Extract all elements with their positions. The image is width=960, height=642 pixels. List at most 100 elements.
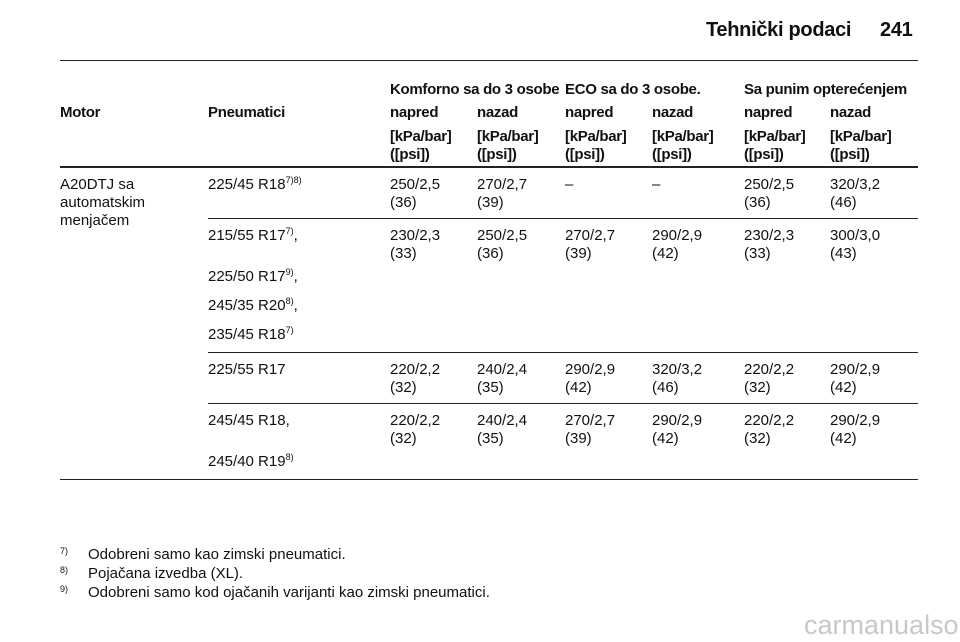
tire-suffix: , [293,227,298,244]
pressure: (36) [390,194,417,211]
column-header: nazad [477,104,519,121]
row-rule [208,403,918,404]
group-header: ECO sa do 3 osobe. [565,81,701,98]
pressure: (46) [830,194,857,211]
pressure: 290/2,9 [830,412,881,429]
pressure: 230/2,3 [390,227,441,244]
pressure: 270/2,7 [565,412,616,429]
pressure: 290/2,9 [652,412,703,429]
column-header: napred [390,104,439,121]
footnote: Odobreni samo kao zimski pneumatici. [88,546,346,563]
tire-note: 7) [285,226,294,236]
pressure: 270/2,7 [565,227,616,244]
tire-suffix: , [293,268,298,285]
row-rule [208,218,918,219]
footnote-mark: 7) [60,546,69,556]
tire-note: 7)8) [285,175,302,185]
pressure: (43) [830,245,857,262]
tire-note: 8) [285,296,294,306]
column-header: napred [565,104,614,121]
pressure: (42) [652,430,679,447]
pressure: – [565,176,574,193]
pressure: 290/2,9 [830,361,881,378]
footnote: Odobreni samo kod ojačanih varijanti kao… [88,584,490,601]
unit: [kPa/bar] [390,128,452,145]
tire: 245/45 R18, [208,412,290,429]
pressure: (36) [477,245,504,262]
pressure: 220/2,2 [744,412,795,429]
tire: 225/45 R187)8) [208,175,302,194]
tire-suffix: , [293,297,298,314]
pressure: 270/2,7 [477,176,528,193]
pressure: (46) [652,379,679,396]
row-rule [208,352,918,353]
unit: ([psi]) [830,146,870,163]
pressure: 250/2,5 [390,176,441,193]
unit: [kPa/bar] [565,128,627,145]
watermark: carmanualsonline.info [804,610,960,640]
table-head-rule [60,166,918,168]
column-header: Motor [60,104,101,121]
pressure: (39) [565,245,592,262]
row-rule [60,479,918,480]
pressure: (33) [390,245,417,262]
pressure: (42) [565,379,592,396]
group-header: Komforno sa do 3 osobe [390,81,560,98]
pressure: (32) [744,379,771,396]
tire: 245/40 R198) [208,452,294,471]
tire-note: 7) [285,325,294,335]
pressure: 240/2,4 [477,412,528,429]
column-header: napred [744,104,793,121]
unit: ([psi]) [652,146,692,163]
tire: 245/35 R208), [208,296,298,315]
pressure: (36) [744,194,771,211]
unit: [kPa/bar] [744,128,806,145]
column-header: nazad [652,104,694,121]
pressure: (39) [565,430,592,447]
pressure: (32) [390,379,417,396]
tire-note: 8) [285,452,294,462]
pressure: 220/2,2 [390,412,441,429]
tire: 235/45 R187) [208,325,294,344]
pressure: (32) [390,430,417,447]
pressure: 320/3,2 [830,176,881,193]
column-header: nazad [830,104,872,121]
pressure: 300/3,0 [830,227,881,244]
pressure: 290/2,9 [565,361,616,378]
unit: ([psi]) [477,146,517,163]
pressure: (33) [744,245,771,262]
footnote-mark: 9) [60,584,69,594]
pressure: 240/2,4 [477,361,528,378]
tire: 225/55 R17 [208,361,286,378]
unit: [kPa/bar] [477,128,539,145]
pressure: 220/2,2 [390,361,441,378]
page-title: Tehnički podaci [706,19,852,41]
page-number: 241 [880,19,913,41]
footnote: Pojačana izvedba (XL). [88,565,244,582]
unit: ([psi]) [744,146,784,163]
unit: ([psi]) [565,146,605,163]
pressure: 230/2,3 [744,227,795,244]
pressure: (39) [477,194,504,211]
pressure: (32) [744,430,771,447]
pressure: (42) [830,430,857,447]
pressure: 250/2,5 [744,176,795,193]
header-rule [60,60,918,61]
tire: 225/50 R179), [208,267,298,286]
tire-note: 9) [285,267,294,277]
column-header: Pneumatici [208,104,286,121]
motor: A20DTJ sa automatskim menjačem [60,176,146,229]
pressure: 250/2,5 [477,227,528,244]
pressure: 220/2,2 [744,361,795,378]
pressure: 320/3,2 [652,361,703,378]
unit: [kPa/bar] [652,128,714,145]
pressure: (35) [477,379,504,396]
unit: ([psi]) [390,146,430,163]
pressure: – [652,176,661,193]
pressure: 290/2,9 [652,227,703,244]
pressure: (35) [477,430,504,447]
tire: 215/55 R177), [208,226,298,245]
group-header: Sa punim opterećenjem [744,81,907,98]
unit: [kPa/bar] [830,128,892,145]
